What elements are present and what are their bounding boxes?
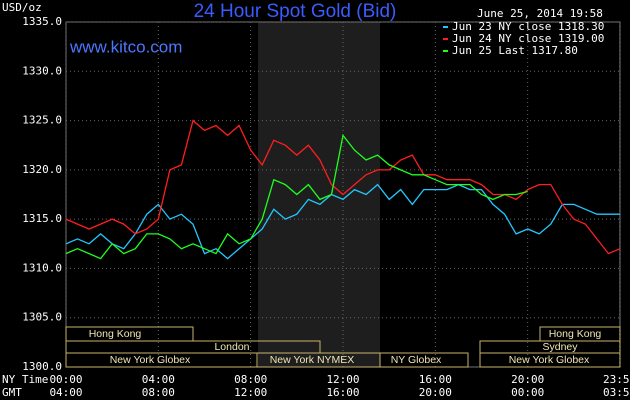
x2-tick-label: 16:00 <box>326 386 359 399</box>
y-tick-label: 1325.0 <box>22 114 62 127</box>
x2-tick-label: 00:00 <box>511 386 544 399</box>
x-tick-label: 23:59 <box>603 373 630 386</box>
series-line <box>65 183 620 260</box>
session-label: New York Globex <box>110 354 191 366</box>
x2-tick-label: 04:00 <box>49 386 82 399</box>
y-tick-label: 1320.0 <box>22 163 62 176</box>
x-tick-label: 20:00 <box>511 373 544 386</box>
y-tick-label: 1315.0 <box>22 212 62 225</box>
session-label: London <box>214 341 249 353</box>
legend-swatch <box>443 50 448 52</box>
y-tick-label: 1305.0 <box>22 311 62 324</box>
x-tick-label: 04:00 <box>142 373 175 386</box>
x2-tick-label: 12:00 <box>234 386 267 399</box>
chart-title: 24 Hour Spot Gold (Bid) <box>194 1 397 22</box>
nymex-shade <box>258 22 380 367</box>
x-axis-label: NY Time <box>2 373 48 386</box>
y-tick-label: 1310.0 <box>22 261 62 274</box>
series-line <box>65 119 621 255</box>
y-tick-label: 1335.0 <box>22 15 62 28</box>
legend-label: Jun 25 Last 1317.80 <box>452 44 578 57</box>
session-label: New York NYMEX <box>270 354 355 366</box>
sessions: Hong Kong Hong Kong London Sydney New Yo… <box>65 326 621 368</box>
session-label: New York Globex <box>509 354 590 366</box>
x2-tick-label: 03:59 <box>603 386 630 399</box>
x-tick-label: 08:00 <box>234 373 267 386</box>
site-label: www.kitco.com <box>69 37 182 56</box>
timestamp: June 25, 2014 19:58 <box>477 7 603 20</box>
unit-label: USD/oz <box>2 1 42 14</box>
x2-tick-label: 08:00 <box>142 386 175 399</box>
session-label: Sydney <box>542 341 578 353</box>
legend-label: Jun 23 NY close 1318.30 <box>452 20 604 33</box>
y-tick-label: 1330.0 <box>22 64 62 77</box>
x-tick-label: 16:00 <box>419 373 452 386</box>
y-tick-label: 1300.0 <box>22 360 62 373</box>
legend-label: Jun 24 NY close 1319.00 <box>452 32 604 45</box>
session-label: NY Globex <box>391 354 442 366</box>
x2-axis-label: GMT <box>2 386 22 399</box>
session-label: Hong Kong <box>549 328 602 340</box>
legend-swatch <box>443 26 448 28</box>
session-box <box>379 352 469 368</box>
x2-tick-label: 20:00 <box>419 386 452 399</box>
session-box <box>479 352 621 368</box>
legend-swatch <box>443 38 448 40</box>
x-tick-label: 00:00 <box>49 373 82 386</box>
session-label: Hong Kong <box>89 328 142 340</box>
series-line <box>65 133 528 260</box>
x-tick-label: 12:00 <box>326 373 359 386</box>
